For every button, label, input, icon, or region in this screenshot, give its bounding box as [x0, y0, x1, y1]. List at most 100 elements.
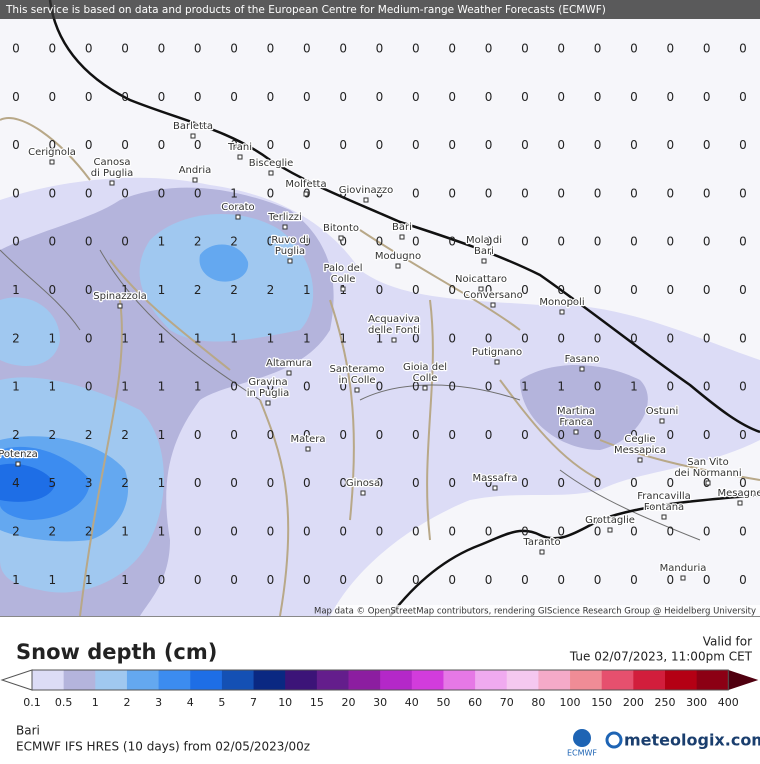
grid-value: 0 — [448, 235, 456, 249]
grid-value: 0 — [594, 90, 602, 104]
grid-value: 0 — [521, 525, 529, 539]
grid-value: 0 — [594, 428, 602, 442]
place-label: Canosa — [94, 157, 131, 168]
valid-label: Valid for — [703, 635, 752, 649]
attribution: Map data © OpenStreetMap contributors, r… — [314, 607, 756, 617]
grid-value: 0 — [85, 42, 93, 56]
grid-value: 0 — [267, 525, 275, 539]
grid-value: 1 — [521, 380, 529, 394]
grid-value: 0 — [594, 235, 602, 249]
model: ECMWF IFS HRES (10 days) from 02/05/2023… — [16, 740, 310, 754]
grid-value: 0 — [303, 42, 311, 56]
place-dot — [286, 370, 292, 376]
place-label: Molfetta — [285, 179, 326, 190]
grid-value: 0 — [703, 525, 711, 539]
legend-swatch — [380, 670, 413, 690]
grid-value: 0 — [230, 428, 238, 442]
legend-swatch — [538, 670, 571, 690]
place-label: Colle — [413, 373, 438, 384]
legend-tick-label: 50 — [436, 696, 450, 709]
place-dot — [490, 302, 496, 308]
place-dot — [573, 429, 579, 435]
grid-value: 0 — [521, 573, 529, 587]
map: 0 0 0 0 0 0 0 0 0 0 0 0 0 0 0 0 0 0 0 0 0 0 0 0 0 0 0 0 0 0 0 0 0 0 0 0 0 0 0 0… — [0, 0, 760, 617]
valid-time: Tue 02/07/2023, 11:00pm CET — [569, 650, 753, 664]
grid-value: 2 — [12, 525, 20, 539]
grid-value: 0 — [739, 525, 747, 539]
grid-value: 0 — [194, 90, 202, 104]
grid-value: 0 — [85, 90, 93, 104]
grid-value: 2 — [230, 283, 238, 297]
legend-tick-label: 200 — [623, 696, 644, 709]
grid-value: 2 — [194, 235, 202, 249]
grid-value: 0 — [630, 573, 638, 587]
place-label: in Puglia — [247, 388, 290, 399]
place-dot — [659, 418, 665, 424]
grid-value: 0 — [630, 42, 638, 56]
place-label: delle Fonti — [368, 325, 420, 336]
brand[interactable]: meteologix.com — [624, 731, 760, 750]
legend-swatch — [32, 670, 65, 690]
grid-value: 0 — [194, 42, 202, 56]
grid-value: 0 — [521, 428, 529, 442]
grid-value: 0 — [557, 331, 565, 345]
grid-value: 0 — [303, 573, 311, 587]
place-label: Barletta — [173, 121, 213, 132]
grid-value: 0 — [594, 331, 602, 345]
place-label: Mesagne — [718, 488, 760, 499]
legend-tick-label: 80 — [531, 696, 545, 709]
grid-value: 0 — [49, 138, 57, 152]
grid-value: 0 — [594, 476, 602, 490]
grid-value: 0 — [376, 235, 384, 249]
place-label: Terlizzi — [267, 212, 302, 223]
place-label: Martina — [557, 406, 595, 417]
grid-value: 0 — [303, 138, 311, 152]
grid-value: 0 — [339, 476, 347, 490]
borders — [0, 249, 701, 541]
grid-value: 0 — [703, 90, 711, 104]
grid-value: 1 — [158, 525, 166, 539]
place-label: Monopoli — [539, 297, 584, 308]
grid-value: 1 — [339, 331, 347, 345]
legend-swatch — [411, 670, 444, 690]
grid-value: 0 — [521, 476, 529, 490]
place-dot — [607, 527, 613, 533]
grid-value: 0 — [557, 186, 565, 200]
grid-value: 0 — [485, 90, 493, 104]
grid-value: 0 — [666, 42, 674, 56]
attribution-background — [336, 605, 760, 616]
grid-value: 0 — [376, 90, 384, 104]
place-label: Gioia del — [403, 362, 447, 373]
place-dot — [705, 480, 711, 486]
grid-value: 1 — [630, 380, 638, 394]
grid-value: 0 — [594, 380, 602, 394]
grid-value: 0 — [557, 235, 565, 249]
grid-value: 0 — [666, 380, 674, 394]
grid-value: 1 — [85, 573, 93, 587]
grid-value: 0 — [376, 42, 384, 56]
grid-value: 0 — [594, 42, 602, 56]
grid-value: 1 — [230, 331, 238, 345]
grid-value: 3 — [85, 476, 93, 490]
place-label: Fasano — [565, 354, 600, 365]
grid-value: 0 — [557, 476, 565, 490]
grid-value: 0 — [230, 42, 238, 56]
legend-frame — [31, 669, 729, 691]
place-label: di Puglia — [91, 168, 134, 179]
grid-value: 1 — [12, 380, 20, 394]
grid-value: 0 — [703, 428, 711, 442]
grid-value: 0 — [448, 380, 456, 394]
grid-value: 0 — [339, 42, 347, 56]
grid-value: 0 — [339, 90, 347, 104]
legend-tick-label: 3 — [155, 696, 162, 709]
legend-tick-label: 60 — [468, 696, 482, 709]
place-label: Bari — [392, 222, 412, 233]
grid-value: 0 — [194, 476, 202, 490]
place-label: Andria — [179, 165, 212, 176]
grid-value: 2 — [121, 428, 129, 442]
grid-value: 0 — [630, 138, 638, 152]
location: Bari — [16, 724, 40, 738]
grid-value: 0 — [12, 42, 20, 56]
grid-value: 0 — [158, 42, 166, 56]
